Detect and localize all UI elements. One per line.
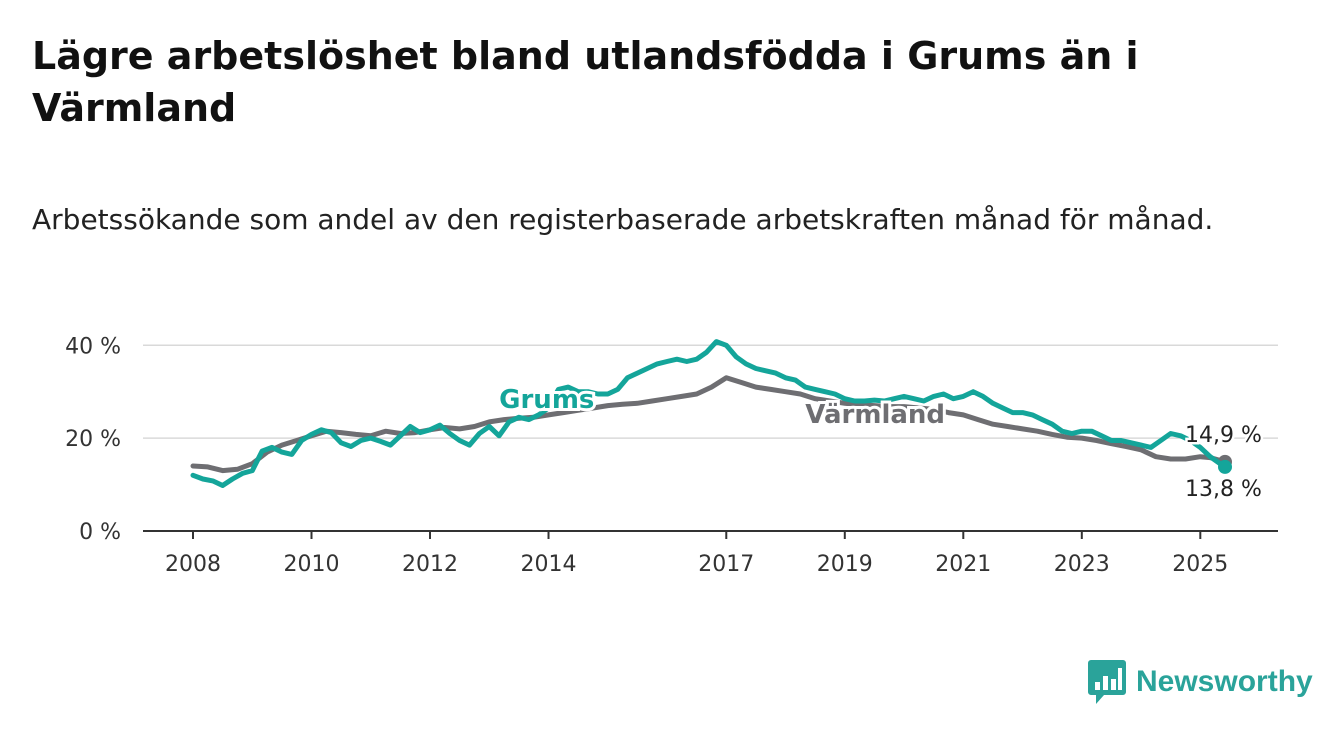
x-tick-label: 2014 xyxy=(521,552,577,577)
x-tick-label: 2008 xyxy=(165,552,221,577)
x-tick-label: 2025 xyxy=(1172,552,1228,577)
newsworthy-logo-icon xyxy=(1088,660,1126,704)
x-tick-label: 2012 xyxy=(402,552,458,577)
chart-subtitle: Arbetssökande som andel av den registerb… xyxy=(32,203,1214,236)
axes: 0 % 20 % 40 % 2008 2010 2012 2014 2017 2019 2021 2… xyxy=(65,334,1278,577)
x-tick-label: 2019 xyxy=(817,552,873,577)
gridlines xyxy=(143,344,1278,439)
series-endpoint-grums xyxy=(1218,459,1232,474)
series-lines xyxy=(190,339,1232,488)
series-name-label: Grums xyxy=(499,385,594,415)
end-value-label: 13,8 % xyxy=(1185,477,1262,502)
x-tick-label: 2021 xyxy=(935,552,991,577)
newsworthy-brand: Newsworthy xyxy=(1088,660,1313,704)
y-tick-label: 40 % xyxy=(65,334,121,359)
series-line-varmland xyxy=(190,375,1228,474)
data-labels: Grums Värmland 14,9 % 13,8 % xyxy=(496,382,1264,505)
x-tick-label: 2023 xyxy=(1054,552,1110,577)
x-tick-label: 2017 xyxy=(698,552,754,577)
series-line-grums xyxy=(190,339,1228,488)
chart-title: Lägre arbetslöshet bland utlandsfödda i … xyxy=(32,34,1139,130)
y-tick-label: 20 % xyxy=(65,427,121,452)
end-value-label: 14,9 % xyxy=(1185,423,1262,448)
series-name-label: Värmland xyxy=(805,400,945,430)
y-tick-label: 0 % xyxy=(79,520,121,545)
brand-name: Newsworthy xyxy=(1136,665,1313,698)
x-tick-label: 2010 xyxy=(284,552,340,577)
